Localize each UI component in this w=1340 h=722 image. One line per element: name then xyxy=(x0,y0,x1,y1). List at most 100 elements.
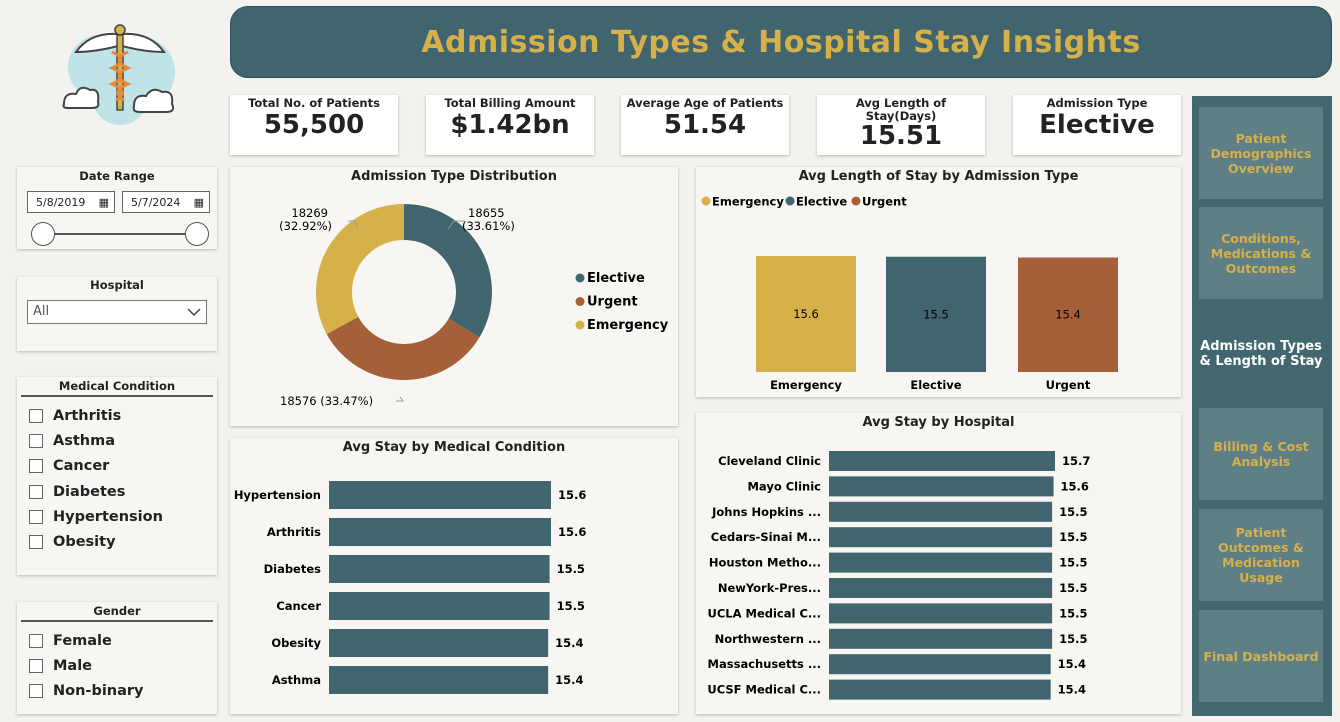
legend-marker xyxy=(701,196,711,206)
gender-option[interactable]: Non-binary xyxy=(17,679,217,704)
date-slider-track[interactable] xyxy=(41,233,199,235)
condition-option[interactable]: Arthritis xyxy=(17,403,217,428)
date-slider-start-handle[interactable] xyxy=(31,222,55,246)
checkbox[interactable] xyxy=(29,633,43,648)
bar xyxy=(829,501,1053,522)
condition-option[interactable]: Hypertension xyxy=(17,504,217,529)
leader-line xyxy=(348,220,359,228)
end-date-input[interactable]: 5/7/2024 ▦ xyxy=(122,191,210,213)
gender-option-label: Non-binary xyxy=(53,683,144,700)
nav-label: Patient Demographics Overview xyxy=(1210,130,1312,176)
donut-data-label: (32.92%) xyxy=(279,219,332,233)
bar-value-label: 15.5 xyxy=(557,562,585,576)
bar-emergency xyxy=(756,256,856,372)
condition-option[interactable]: Cancer xyxy=(17,454,217,479)
y-tick-label: Arthritis xyxy=(267,525,321,539)
gender-option[interactable]: Male xyxy=(17,653,217,678)
nav-patient-outcomes[interactable]: Patient Outcomes & Medication Usage xyxy=(1199,509,1323,601)
condition-list: Arthritis Asthma Cancer Diabetes Hypertensio… xyxy=(17,403,217,555)
nav-label: Billing & Cost Analysis xyxy=(1213,439,1309,469)
bar xyxy=(329,629,549,657)
bar-value-label: 15.4 xyxy=(1058,683,1086,697)
y-tick-label: Hypertension xyxy=(234,488,321,502)
checkbox[interactable] xyxy=(29,459,43,474)
calendar-icon[interactable]: ▦ xyxy=(193,196,204,209)
date-range-title: Date Range xyxy=(79,169,155,183)
legend-label: Elective xyxy=(796,195,847,209)
condition-option-label: Arthritis xyxy=(53,407,122,424)
donut-data-label: 18655 xyxy=(468,206,505,220)
nav-billing-cost[interactable]: Billing & Cost Analysis xyxy=(1199,408,1323,500)
caduceus-icon xyxy=(62,24,175,125)
leader-line xyxy=(396,396,404,402)
checkbox[interactable] xyxy=(29,484,43,499)
checkbox[interactable] xyxy=(29,535,43,550)
donut-slice-emergency xyxy=(316,204,404,334)
page-title: Admission Types & Hospital Stay Insights xyxy=(421,24,1141,60)
legend-marker xyxy=(851,196,861,206)
bar xyxy=(829,552,1053,573)
end-date-value: 5/7/2024 xyxy=(131,196,181,209)
nav-patient-demographics[interactable]: Patient Demographics Overview xyxy=(1199,107,1323,199)
navigation-panel: Patient Demographics Overview Conditions… xyxy=(1192,96,1332,716)
kpi-label: Admission Type xyxy=(1046,96,1148,110)
bar xyxy=(829,603,1053,624)
nav-conditions-medications[interactable]: Conditions, Medications & Outcomes xyxy=(1199,207,1323,299)
checkbox[interactable] xyxy=(29,408,43,423)
nav-admission-types[interactable]: Admission Types & Length of Stay xyxy=(1199,308,1323,400)
kpi-avg-length-of-stay: Avg Length of Stay(Days) 15.51 xyxy=(817,95,985,155)
hospital-filter-title: Hospital xyxy=(90,278,144,292)
medical-condition-filter: Medical Condition Arthritis Asthma Cancer D… xyxy=(17,377,217,575)
calendar-icon[interactable]: ▦ xyxy=(98,196,109,209)
y-tick-label: Cleveland Clinic xyxy=(718,454,821,468)
y-tick-label: Cedars-Sinai M... xyxy=(711,530,821,544)
chevron-down-icon[interactable] xyxy=(187,307,201,317)
legend-marker xyxy=(575,273,585,283)
bar xyxy=(829,451,1055,471)
kpi-total-patients: Total No. of Patients 55,500 xyxy=(230,95,398,155)
bar xyxy=(829,628,1053,649)
kpi-label: Average Age of Patients xyxy=(626,96,784,110)
vertical-bar-chart: Emergency Elective Urgent 15.6 Emergency 15.5… xyxy=(701,195,1118,392)
y-tick-label: Cancer xyxy=(276,599,321,613)
bar-value-label: 15.5 xyxy=(1059,581,1087,595)
donut-slice-elective xyxy=(404,204,493,338)
bar-value-label: 15.5 xyxy=(1059,505,1087,519)
hospital-dropdown[interactable]: All xyxy=(27,300,207,324)
checkbox[interactable] xyxy=(29,433,43,448)
gender-option[interactable]: Female xyxy=(17,628,217,653)
kpi-value: $1.42bn xyxy=(450,110,570,140)
checkbox[interactable] xyxy=(29,684,43,699)
kpi-admission-type: Admission Type Elective xyxy=(1013,95,1181,155)
gender-option-label: Male xyxy=(53,657,93,674)
y-tick-label: Massachusetts ... xyxy=(708,657,821,671)
y-tick-label: Johns Hopkins ... xyxy=(711,505,821,519)
y-tick-label: Northwestern ... xyxy=(715,632,821,646)
bar-urgent xyxy=(1018,257,1118,372)
nav-final-dashboard[interactable]: Final Dashboard xyxy=(1199,610,1323,702)
donut-chart: 18655(33.61%) 18576 (33.47%) 18269(32.92%)… xyxy=(279,204,669,408)
kpi-total-billing: Total Billing Amount $1.42bn xyxy=(426,95,594,155)
checkbox[interactable] xyxy=(29,509,43,524)
condition-option[interactable]: Obesity xyxy=(17,529,217,554)
bar-value-label: 15.5 xyxy=(1059,606,1087,620)
condition-option[interactable]: Diabetes xyxy=(17,479,217,504)
kpi-value: 55,500 xyxy=(263,110,365,140)
condition-option[interactable]: Asthma xyxy=(17,428,217,453)
bar-value-label: 15.5 xyxy=(1059,530,1087,544)
kpi-label: Total Billing Amount xyxy=(444,96,576,110)
leader-line xyxy=(447,220,464,230)
donut-slice-urgent xyxy=(326,316,480,380)
chart-title: Avg Length of Stay by Admission Type xyxy=(798,169,1079,184)
legend-label: Urgent xyxy=(862,195,907,209)
x-tick-label: Emergency xyxy=(770,378,842,392)
bar xyxy=(829,476,1054,497)
divider xyxy=(21,395,213,397)
bar-value-label: 15.6 xyxy=(793,307,819,321)
bar-value-label: 15.6 xyxy=(558,525,586,539)
start-date-input[interactable]: 5/8/2019 ▦ xyxy=(27,191,115,213)
date-slider-end-handle[interactable] xyxy=(185,222,209,246)
hospital-dropdown-value: All xyxy=(33,304,50,319)
bar-value-label: 15.6 xyxy=(558,488,586,502)
checkbox[interactable] xyxy=(29,658,43,673)
